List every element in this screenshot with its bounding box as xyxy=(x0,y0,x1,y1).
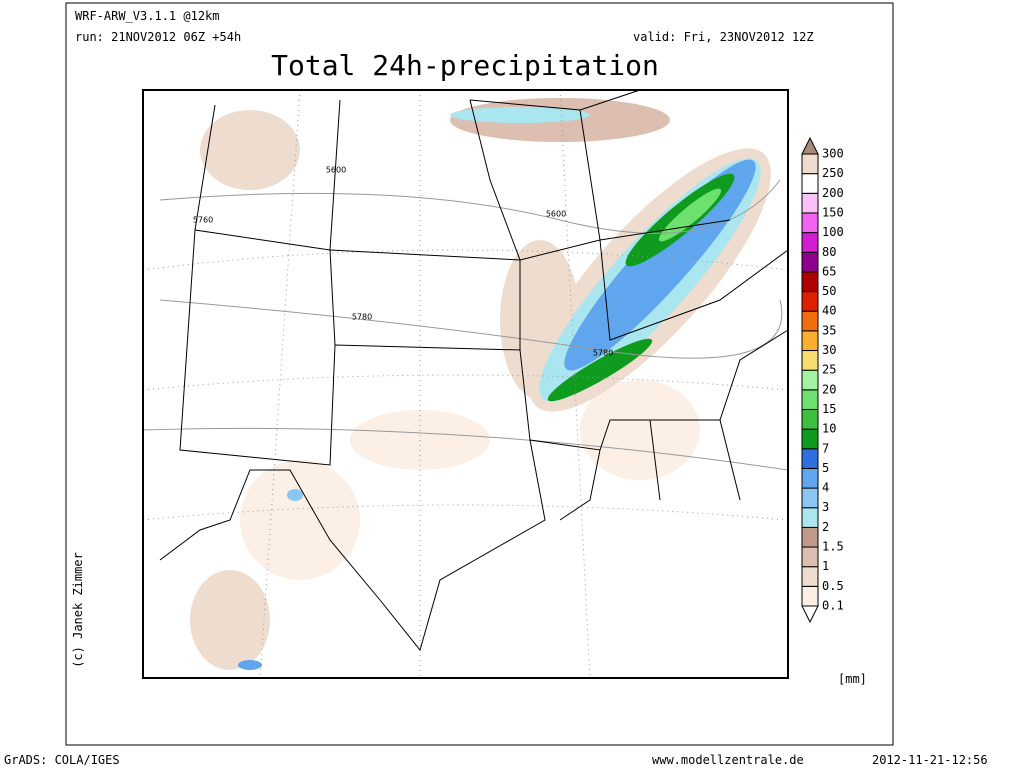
chart-title: Total 24h-precipitation xyxy=(271,49,659,82)
colorbar-triangle xyxy=(801,605,819,624)
contour-label: 5780 xyxy=(593,349,613,358)
colorbar-box xyxy=(801,507,819,528)
colorbar-label: 65 xyxy=(822,264,836,278)
colorbar-box xyxy=(801,566,819,587)
colorbar-label: 7 xyxy=(822,441,829,455)
footer-left: GrADS: COLA/IGES xyxy=(4,753,120,767)
credit: (c) Janek Zimmer xyxy=(71,552,85,668)
colorbar-label: 5 xyxy=(822,461,829,475)
colorbar-triangle xyxy=(801,136,819,155)
colorbar-box xyxy=(801,350,819,371)
run-label: run: 21NOV2012 06Z +54h xyxy=(75,30,241,44)
colorbar-box xyxy=(801,251,819,273)
colorbar-box xyxy=(801,546,819,568)
colorbar-label: 300 xyxy=(822,147,844,161)
colorbar-label: 250 xyxy=(822,166,844,180)
valid-label: valid: Fri, 23NOV2012 12Z xyxy=(633,30,814,44)
colorbar-label: 1.5 xyxy=(822,540,844,554)
colorbar-box xyxy=(801,467,819,489)
colorbar-box xyxy=(801,310,819,332)
contour-label: 5780 xyxy=(352,313,372,322)
contour-label: 5760 xyxy=(193,216,213,225)
colorbar-label: 3 xyxy=(822,500,829,514)
precip-field xyxy=(190,98,771,670)
map-lines xyxy=(142,89,789,679)
colorbar-label: 150 xyxy=(822,205,844,219)
colorbar-box xyxy=(801,330,819,352)
colorbar-label: 35 xyxy=(822,323,836,337)
frame xyxy=(65,2,894,746)
colorbar-label: 40 xyxy=(822,304,836,318)
footer-right: 2012-11-21-12:56 xyxy=(872,753,988,767)
colorbar-box xyxy=(801,271,819,293)
footer-center: www.modellzentrale.de xyxy=(652,753,804,767)
colorbar-box xyxy=(801,428,819,450)
colorbar-label: 30 xyxy=(822,343,836,357)
colorbar-label: 100 xyxy=(822,225,844,239)
colorbar-label: 80 xyxy=(822,245,836,259)
colorbar-label: 50 xyxy=(822,284,836,298)
colorbar-label: 20 xyxy=(822,382,836,396)
colorbar-box xyxy=(801,585,819,607)
colorbar-box xyxy=(801,232,819,253)
colorbar-label: 0.5 xyxy=(822,579,844,593)
colorbar-label: 15 xyxy=(822,402,836,416)
colorbar-box xyxy=(801,192,819,214)
contour-label: 5600 xyxy=(546,210,566,219)
colorbar-label: 10 xyxy=(822,422,836,436)
colorbar-box xyxy=(801,487,819,509)
colorbar-label: 200 xyxy=(822,186,844,200)
model-label: WRF-ARW_V3.1.1 @12km xyxy=(75,9,220,23)
colorbar-box xyxy=(801,173,819,194)
colorbar-box xyxy=(801,448,819,469)
colorbar-label: 4 xyxy=(822,481,829,495)
colorbar-label: 2 xyxy=(822,520,829,534)
contour-label: 5600 xyxy=(326,166,346,175)
unit-label: [mm] xyxy=(838,672,867,686)
colorbar-label: 0.1 xyxy=(822,599,844,613)
colorbar-label: 25 xyxy=(822,363,836,377)
colorbar-box xyxy=(801,369,819,391)
colorbar-label: 1 xyxy=(822,559,829,573)
map-border xyxy=(142,89,789,679)
colorbar-box xyxy=(801,153,819,175)
colorbar-box xyxy=(801,212,819,234)
colorbar-box xyxy=(801,291,819,312)
colorbar-box xyxy=(801,526,819,548)
colorbar-box xyxy=(801,389,819,410)
colorbar-box xyxy=(801,408,819,430)
map xyxy=(142,89,789,679)
